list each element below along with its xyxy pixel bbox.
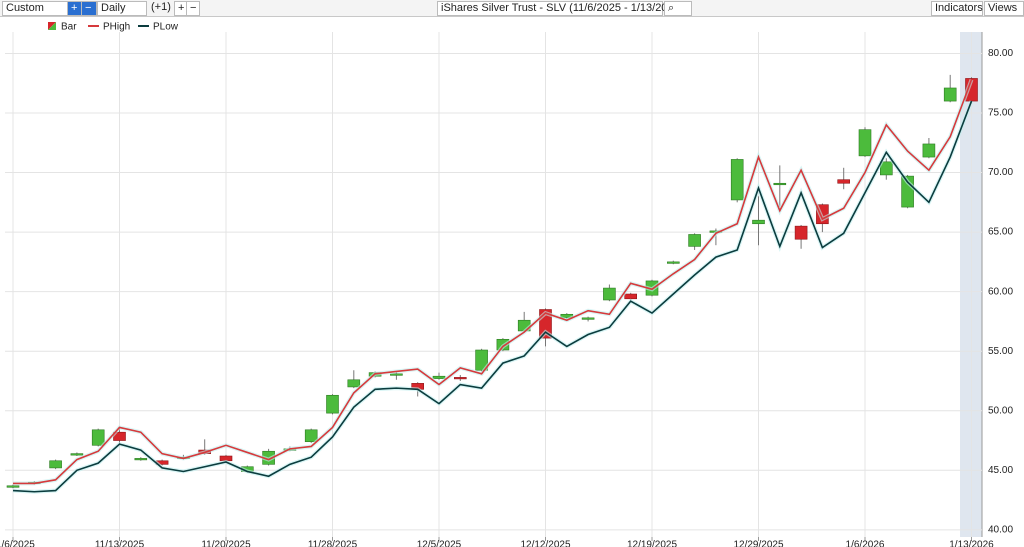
legend-label: PLow — [153, 22, 179, 33]
candle-body — [49, 460, 62, 469]
candle-body — [837, 179, 851, 184]
candle-body — [752, 219, 765, 225]
candle-body — [453, 377, 467, 380]
symbol-box[interactable]: iShares Silver Trust - SLV (11/6/2025 - … — [437, 1, 683, 16]
x-tick-label: 12/12/2025 — [520, 540, 570, 547]
y-tick-label: 45.00 — [988, 465, 1013, 476]
x-tick-label: 11/13/2025 — [95, 540, 145, 547]
candle-body — [134, 458, 148, 461]
legend-label: PHigh — [103, 22, 130, 33]
x-tick-label: 11/6/2025 — [0, 540, 35, 547]
candle-body — [666, 261, 680, 264]
legend-icon — [48, 22, 56, 30]
x-tick-label: 12/5/2025 — [417, 540, 462, 547]
indicators-button[interactable]: Indicators — [931, 1, 983, 16]
candle-body — [922, 143, 936, 158]
candle-body — [70, 453, 84, 456]
chart: 40.00 45.00 50.00 55.00 60.00 65.00 70.00 75.00… — [0, 22, 1013, 547]
offset-label: (+1) — [151, 1, 171, 13]
candle-body — [794, 225, 808, 240]
x-tick-label: 1/6/2026 — [846, 540, 885, 547]
search-button[interactable]: ⌕ — [664, 1, 692, 16]
offset-minus[interactable]: − — [186, 1, 200, 16]
x-tick-label: 1/13/2026 — [949, 540, 994, 547]
x-tick-label: 12/29/2025 — [733, 540, 783, 547]
line-glow — [12, 100, 974, 494]
candle-body — [432, 375, 446, 379]
candle-body — [688, 234, 701, 247]
y-tick-label: 65.00 — [988, 227, 1013, 238]
candle-body — [879, 161, 893, 176]
interval-select[interactable]: Daily — [97, 1, 147, 16]
candle-body — [603, 287, 616, 301]
candle-body — [390, 373, 403, 376]
candle-body — [624, 293, 638, 300]
line — [12, 100, 973, 493]
legend-label: Bar — [61, 22, 77, 33]
preset-select[interactable]: Custom — [2, 1, 68, 16]
candle-body — [943, 87, 957, 102]
x-tick-label: 11/28/2025 — [308, 540, 358, 547]
y-tick-label: 60.00 — [988, 286, 1013, 297]
candle-body — [347, 379, 361, 388]
line-glow — [13, 78, 974, 486]
views-button[interactable]: Views — [984, 1, 1024, 16]
y-tick-label: 50.00 — [988, 405, 1013, 416]
candle-body — [6, 485, 20, 488]
zoom-out[interactable]: − — [81, 1, 97, 16]
x-tick-label: 12/19/2025 — [627, 540, 677, 547]
line — [13, 79, 973, 485]
candle-body — [581, 317, 595, 320]
candle-body — [773, 182, 787, 186]
y-tick-label: 55.00 — [988, 346, 1013, 357]
y-tick-label: 80.00 — [988, 48, 1013, 59]
y-tick-label: 75.00 — [988, 108, 1013, 119]
y-tick-label: 70.00 — [988, 167, 1013, 178]
candle-body — [326, 394, 339, 414]
candle-body — [304, 429, 318, 443]
toolbar: Custom + − Daily (+1) + − iShares Silver… — [0, 0, 1024, 17]
y-tick-label: 40.00 — [988, 524, 1013, 535]
candle-body — [730, 159, 744, 201]
candle-body — [858, 129, 872, 157]
candle-body — [475, 349, 488, 371]
x-tick-label: 11/20/2025 — [201, 540, 251, 547]
candle-body — [91, 429, 105, 446]
